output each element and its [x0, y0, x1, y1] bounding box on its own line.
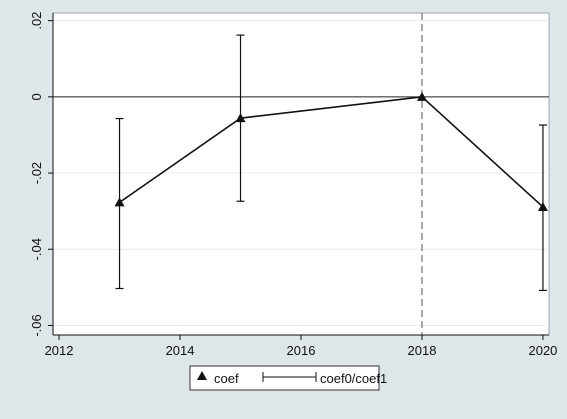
axes: 2012 2014 2016 2018 2020 .02 0 -.02 -.04 -.06 [29, 12, 557, 358]
data-point-2015 [235, 113, 246, 123]
series-line-0 [119, 95, 544, 208]
legend: coef coef0/coef1 [189, 365, 387, 391]
y-tick-label-1: 0 [29, 93, 44, 100]
x-tick-label-1: 2014 [166, 343, 195, 358]
x-tick-label-2: 2016 [287, 343, 316, 358]
y-tick-label-3: -.04 [29, 238, 44, 260]
grid-layer [53, 20, 549, 326]
plot-area [52, 12, 550, 336]
y-tick-label-4: -.06 [29, 314, 44, 336]
y-tick-label-2: -.02 [29, 162, 44, 184]
data-point-2013 [114, 197, 125, 207]
legend-box [189, 365, 380, 391]
y-tick-label-0: .02 [29, 12, 44, 30]
x-tick-label-4: 2020 [528, 343, 557, 358]
reference-lines [53, 13, 549, 335]
x-tick-label-3: 2018 [408, 343, 437, 358]
series-layer [114, 91, 548, 211]
x-tick-label-0: 2012 [45, 343, 74, 358]
legend-label-coef: coef [214, 371, 239, 386]
data-point-2020 [537, 201, 548, 211]
legend-label-coef0-coef1: coef0/coef1 [320, 371, 387, 386]
legend-marker-triangle [197, 371, 207, 380]
data-point-2018 [416, 91, 427, 101]
